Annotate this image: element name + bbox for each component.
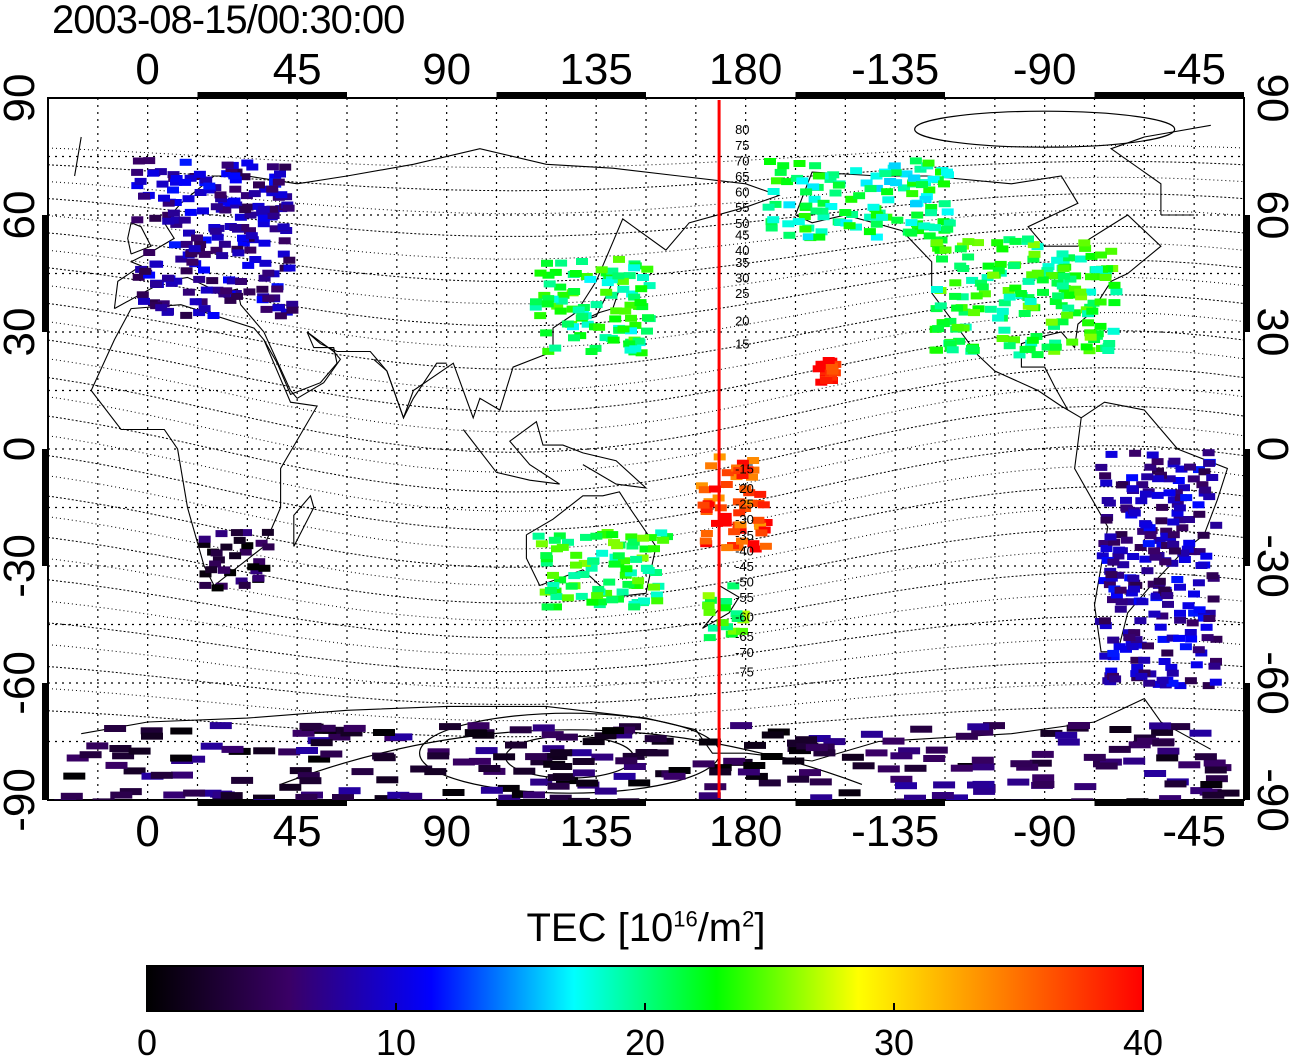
left-lat-label: 30	[0, 308, 44, 357]
colorbar-title-exp2: 2	[742, 906, 755, 932]
contour-label: 20	[735, 313, 749, 328]
graticule	[48, 98, 1244, 800]
contour-label: 30	[735, 270, 749, 285]
contour-label: -45	[735, 559, 754, 574]
contour-label: 65	[735, 169, 749, 184]
contour-label: -75	[735, 664, 754, 679]
bottom-longitude-labels: 0 45 90 135 180 -135 -90 -45	[135, 807, 1226, 856]
contour-label: -50	[735, 575, 754, 590]
map-title: 2003-08-15/00:30:00	[52, 0, 405, 42]
contour-label: -25	[735, 497, 754, 512]
right-lat-label: 90	[1248, 74, 1292, 123]
contour-label: -15	[735, 462, 754, 477]
colorbar-title: TEC [1016/m2]	[0, 906, 1292, 951]
colorbar-ticks: 0 10 20 30 40	[137, 1003, 1163, 1057]
colorbar-tick-label: 40	[1123, 1022, 1163, 1057]
colorbar-title-exp1: 16	[673, 906, 698, 932]
contour-label: -35	[735, 528, 754, 543]
left-latitude-labels: 90 60 30 0 -30 -60 -90	[0, 74, 44, 832]
contour-label: -60	[735, 610, 754, 625]
contour-label: 40	[735, 243, 749, 258]
right-lat-label: 60	[1248, 191, 1292, 240]
top-longitude-labels: 0 45 90 135 180 -135 -90 -45	[135, 45, 1226, 94]
left-lat-label: -60	[0, 651, 44, 715]
left-lat-label: 0	[0, 437, 44, 461]
bottom-lon-label: 90	[422, 807, 471, 856]
bottom-lon-label: -45	[1162, 807, 1226, 856]
left-lat-label: -30	[0, 534, 44, 598]
bottom-lon-label: 0	[135, 807, 159, 856]
right-lat-label: 0	[1248, 437, 1292, 461]
colorbar-title-suffix: ]	[754, 906, 766, 950]
bottom-lon-label: -90	[1013, 807, 1077, 856]
top-lon-label: -135	[851, 45, 939, 94]
top-lon-label: -45	[1162, 45, 1226, 94]
left-lat-label: 90	[0, 74, 44, 123]
contour-label: 75	[735, 138, 749, 153]
right-lat-label: 30	[1248, 308, 1292, 357]
contour-label: 60	[735, 185, 749, 200]
top-lon-label: 180	[709, 45, 782, 94]
colorbar-tick-label: 30	[874, 1022, 914, 1057]
contour-label: 35	[735, 255, 749, 270]
contour-label: 55	[735, 200, 749, 215]
left-lat-label: -90	[0, 768, 44, 832]
right-lat-label: -30	[1248, 534, 1292, 598]
contour-label: -65	[735, 629, 754, 644]
magnetic-contours	[48, 110, 1244, 794]
top-lon-label: 45	[273, 45, 322, 94]
top-lon-label: -90	[1013, 45, 1077, 94]
bottom-lon-label: 135	[559, 807, 632, 856]
contour-label: 45	[735, 228, 749, 243]
colorbar-tick-label: 0	[137, 1022, 157, 1057]
bottom-lon-label: 45	[273, 807, 322, 856]
left-lat-label: 60	[0, 191, 44, 240]
contour-label: 70	[735, 153, 749, 168]
colorbar-tick-label: 20	[625, 1022, 665, 1057]
contour-label: 50	[735, 216, 749, 231]
bottom-lon-label: -135	[851, 807, 939, 856]
colorbar-title-prefix: TEC [10	[526, 906, 674, 950]
contour-label: 25	[735, 286, 749, 301]
top-lon-label: 135	[559, 45, 632, 94]
bottom-lon-label: 180	[709, 807, 782, 856]
top-lon-label: 0	[135, 45, 159, 94]
contour-label: -40	[735, 543, 754, 558]
right-lat-label: -90	[1248, 768, 1292, 832]
contour-label: -70	[735, 645, 754, 660]
colorbar-title-mid: /m	[697, 906, 743, 950]
frame-bands	[42, 92, 1250, 806]
right-lat-label: -60	[1248, 651, 1292, 715]
top-lon-label: 90	[422, 45, 471, 94]
contour-label: 80	[735, 122, 749, 137]
contour-label: -55	[735, 590, 754, 605]
contour-label: -20	[735, 481, 754, 496]
contour-label: 15	[735, 337, 749, 352]
tec-pixels	[54, 157, 1240, 800]
contour-label: -30	[735, 512, 754, 527]
colorbar-tick-label: 10	[376, 1022, 416, 1057]
right-latitude-labels: 90 60 30 0 -30 -60 -90	[1248, 74, 1292, 832]
